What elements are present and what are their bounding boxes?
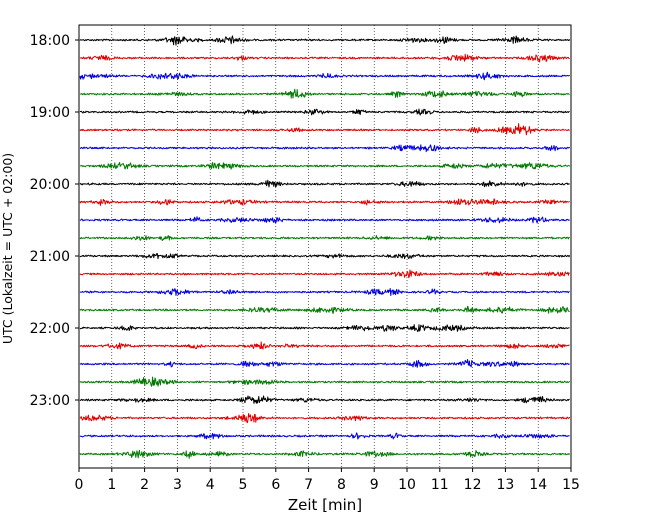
trace-2300 bbox=[79, 395, 570, 404]
y-tick-label: 22:00 bbox=[30, 321, 70, 337]
x-tick-label-3: 3 bbox=[173, 477, 182, 493]
trace-1930 bbox=[79, 144, 571, 153]
trace-2000 bbox=[79, 179, 570, 188]
x-tick-label-14: 14 bbox=[529, 477, 547, 493]
trace-2345 bbox=[79, 449, 571, 459]
x-axis-label: Zeit [min] bbox=[288, 496, 362, 514]
trace-2115 bbox=[79, 269, 570, 279]
y-tick-label: 21:00 bbox=[30, 249, 70, 265]
trace-2315 bbox=[79, 413, 571, 424]
x-tick-label-0: 0 bbox=[75, 477, 84, 493]
trace-2015 bbox=[79, 198, 570, 206]
trace-2130 bbox=[79, 287, 570, 297]
x-tick-label-1: 1 bbox=[107, 477, 116, 493]
x-tick-label-7: 7 bbox=[304, 477, 313, 493]
y-axis-label: UTC (Lokalzeit = UTC + 02:00) bbox=[0, 153, 15, 344]
seismic-traces bbox=[79, 35, 571, 459]
trace-1845 bbox=[79, 88, 570, 99]
trace-2215 bbox=[79, 341, 570, 350]
x-tick-label-4: 4 bbox=[206, 477, 215, 493]
y-axis-ticks: 18:00 19:00 20:00 21:00 22:00 23:00 bbox=[30, 33, 79, 409]
trace-1945 bbox=[80, 161, 571, 170]
trace-1830 bbox=[79, 71, 570, 81]
trace-2145 bbox=[79, 305, 570, 314]
trace-2045 bbox=[79, 235, 570, 242]
y-tick-label: 20:00 bbox=[30, 177, 70, 193]
y-tick-label: 23:00 bbox=[30, 393, 70, 409]
trace-2245 bbox=[79, 376, 570, 387]
trace-2100 bbox=[79, 252, 571, 260]
trace-2230 bbox=[79, 359, 570, 368]
trace-1800 bbox=[79, 35, 571, 46]
x-tick-label-5: 5 bbox=[239, 477, 248, 493]
trace-1915 bbox=[79, 123, 570, 136]
trace-2200 bbox=[79, 324, 570, 333]
trace-2030 bbox=[79, 216, 570, 224]
plot-frame bbox=[78, 24, 572, 469]
x-tick-label-15: 15 bbox=[562, 477, 580, 493]
trace-1815 bbox=[79, 53, 570, 63]
x-tick-label-13: 13 bbox=[496, 477, 514, 493]
y-tick-label: 19:00 bbox=[30, 105, 70, 121]
x-axis-ticks: 0 1 2 3 4 5 6 7 8 9 10 11 12 13 14 15 bbox=[75, 468, 580, 493]
x-tick-label-2: 2 bbox=[140, 477, 149, 493]
trace-2330 bbox=[79, 432, 570, 440]
x-tick-label-6: 6 bbox=[271, 477, 280, 493]
x-tick-label-11: 11 bbox=[431, 477, 449, 493]
y-tick-label: 18:00 bbox=[30, 33, 70, 49]
x-tick-label-12: 12 bbox=[464, 477, 482, 493]
grid-lines bbox=[111, 25, 539, 468]
x-tick-label-9: 9 bbox=[370, 477, 379, 493]
x-tick-label-10: 10 bbox=[398, 477, 416, 493]
x-tick-label-8: 8 bbox=[337, 477, 346, 493]
trace-1900 bbox=[79, 108, 570, 116]
